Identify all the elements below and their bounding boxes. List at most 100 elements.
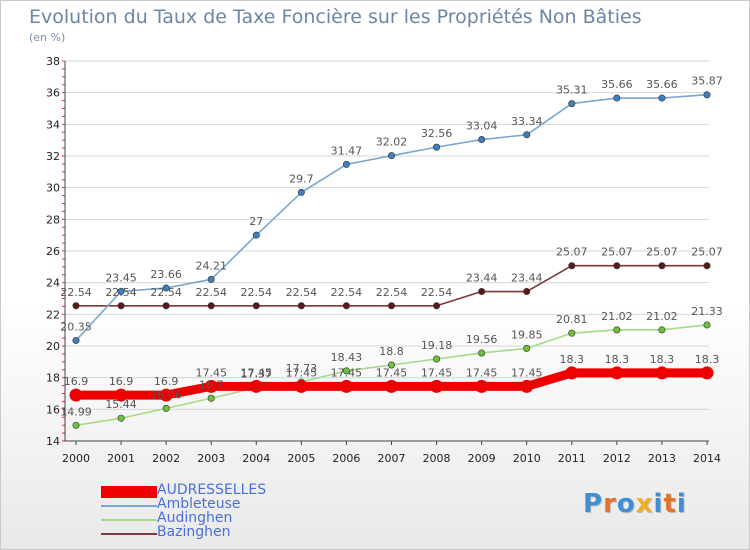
data-point-audinghen-2007 [387,361,395,369]
data-label-bazinghen-2002: 22.54 [150,286,182,299]
data-label-ambleteuse-2000: 20.35 [60,320,92,333]
data-label-ambleteuse-2005: 29.7 [289,172,314,185]
data-label-audinghen-2007: 18.8 [379,345,404,358]
data-point-ambleteuse-2000 [72,336,80,344]
data-label-audinghen-2002: 16.06 [150,388,182,401]
data-point-audresselles-2010 [520,379,534,393]
legend-label: Bazinghen [157,524,231,540]
data-label-audresselles-2009: 17.45 [466,366,498,379]
data-point-audresselles-2011 [565,366,579,380]
data-point-bazinghen-2001 [117,302,125,310]
data-point-audinghen-2009 [478,349,486,357]
data-point-audresselles-2013 [655,366,669,380]
data-point-audinghen-2008 [433,355,441,363]
data-label-audinghen-2003: 16.7 [199,378,224,391]
data-label-ambleteuse-2007: 32.02 [376,136,408,149]
data-label-ambleteuse-2011: 35.31 [556,84,588,97]
data-label-bazinghen-2013: 25.07 [646,246,678,259]
data-label-bazinghen-2006: 22.54 [331,286,363,299]
x-tick-label-2000: 2000 [62,452,90,465]
chart-subtitle: (en %) [29,31,66,44]
data-label-bazinghen-2011: 25.07 [556,246,588,259]
legend-item-bazinghen: Bazinghen [101,524,301,541]
data-point-audresselles-2000 [69,388,83,402]
data-label-bazinghen-2008: 22.54 [421,286,453,299]
data-label-audresselles-2003: 17.45 [195,366,227,379]
data-point-audresselles-2004 [249,379,263,393]
data-point-audinghen-2014 [703,321,711,329]
y-tick-label-34: 34 [46,118,60,131]
data-label-ambleteuse-2010: 33.34 [511,115,543,128]
data-point-audinghen-2012 [613,326,621,334]
data-point-bazinghen-2006 [342,302,350,310]
data-label-audinghen-2011: 20.81 [556,313,588,326]
data-point-ambleteuse-2001 [117,287,125,295]
data-point-audresselles-2006 [339,379,353,393]
data-point-bazinghen-2005 [297,302,305,310]
y-tick-label-20: 20 [46,340,60,353]
data-label-audinghen-2005: 17.73 [286,362,318,375]
data-point-audresselles-2009 [475,379,489,393]
x-tick-label-2008: 2008 [423,452,451,465]
data-point-bazinghen-2011 [568,262,576,270]
data-label-bazinghen-2001: 22.54 [105,286,137,299]
data-label-ambleteuse-2014: 35.87 [691,75,723,88]
data-label-audresselles-2001: 16.9 [109,375,134,388]
data-point-audresselles-2007 [385,379,398,393]
y-tick-label-26: 26 [46,245,60,258]
data-point-bazinghen-2008 [433,302,441,310]
data-label-bazinghen-2007: 22.54 [376,286,408,299]
legend-item-audresselles: AUDRESSELLES [101,482,301,499]
data-label-audresselles-2005: 17.45 [286,366,318,379]
data-label-audinghen-2009: 19.56 [466,333,498,346]
y-tick-label-14: 14 [46,435,60,448]
x-tick-label-2006: 2006 [332,452,360,465]
data-point-ambleteuse-2006 [342,160,350,168]
legend-item-ambleteuse: Ambleteuse [101,496,301,513]
data-label-ambleteuse-2009: 33.04 [466,120,498,133]
data-point-audinghen-2002 [162,404,170,412]
data-point-bazinghen-2010 [523,288,531,296]
legend-label: Ambleteuse [157,496,241,512]
data-label-ambleteuse-2013: 35.66 [646,78,678,91]
data-point-ambleteuse-2003 [207,275,215,283]
data-point-ambleteuse-2005 [297,188,305,196]
data-point-audinghen-2010 [523,344,531,352]
data-label-bazinghen-2012: 25.07 [601,246,633,259]
data-label-bazinghen-2000: 22.54 [60,286,92,299]
y-tick-label-16: 16 [46,403,60,416]
y-tick-label-28: 28 [46,213,60,226]
x-tick-label-2009: 2009 [468,452,496,465]
data-label-bazinghen-2005: 22.54 [286,286,318,299]
data-point-ambleteuse-2010 [523,131,531,139]
data-point-audinghen-2013 [658,326,666,334]
chart-title: Evolution du Taux de Taxe Foncière sur l… [29,6,642,28]
data-label-audinghen-2010: 19.85 [511,328,543,341]
data-point-audresselles-2008 [430,379,444,393]
x-tick-label-2002: 2002 [152,452,180,465]
x-tick-label-2013: 2013 [648,452,676,465]
data-point-ambleteuse-2011 [568,100,576,108]
data-point-audinghen-2000 [72,421,80,429]
data-label-ambleteuse-2012: 35.66 [601,78,633,91]
data-label-ambleteuse-2006: 31.47 [331,144,363,157]
data-label-audresselles-2012: 18.3 [605,353,630,366]
y-tick-label-38: 38 [46,55,60,68]
data-point-audresselles-2001 [114,388,128,402]
legend-swatch [101,486,157,498]
data-point-ambleteuse-2013 [658,94,666,102]
data-point-audresselles-2014 [700,366,714,380]
data-label-audinghen-2000: 14.99 [60,405,92,418]
y-tick-label-18: 18 [46,372,60,385]
y-tick-label-32: 32 [46,150,60,163]
data-label-audresselles-2000: 16.9 [64,375,89,388]
legend-label: Audinghen [157,510,233,526]
data-label-ambleteuse-2008: 32.56 [421,127,453,140]
legend-swatch [101,505,157,507]
x-tick-label-2011: 2011 [558,452,586,465]
data-label-audinghen-2013: 21.02 [646,310,678,323]
data-point-ambleteuse-2007 [387,152,395,160]
data-label-bazinghen-2014: 25.07 [691,246,723,259]
data-point-bazinghen-2009 [478,288,486,296]
data-label-bazinghen-2010: 23.44 [511,272,543,285]
